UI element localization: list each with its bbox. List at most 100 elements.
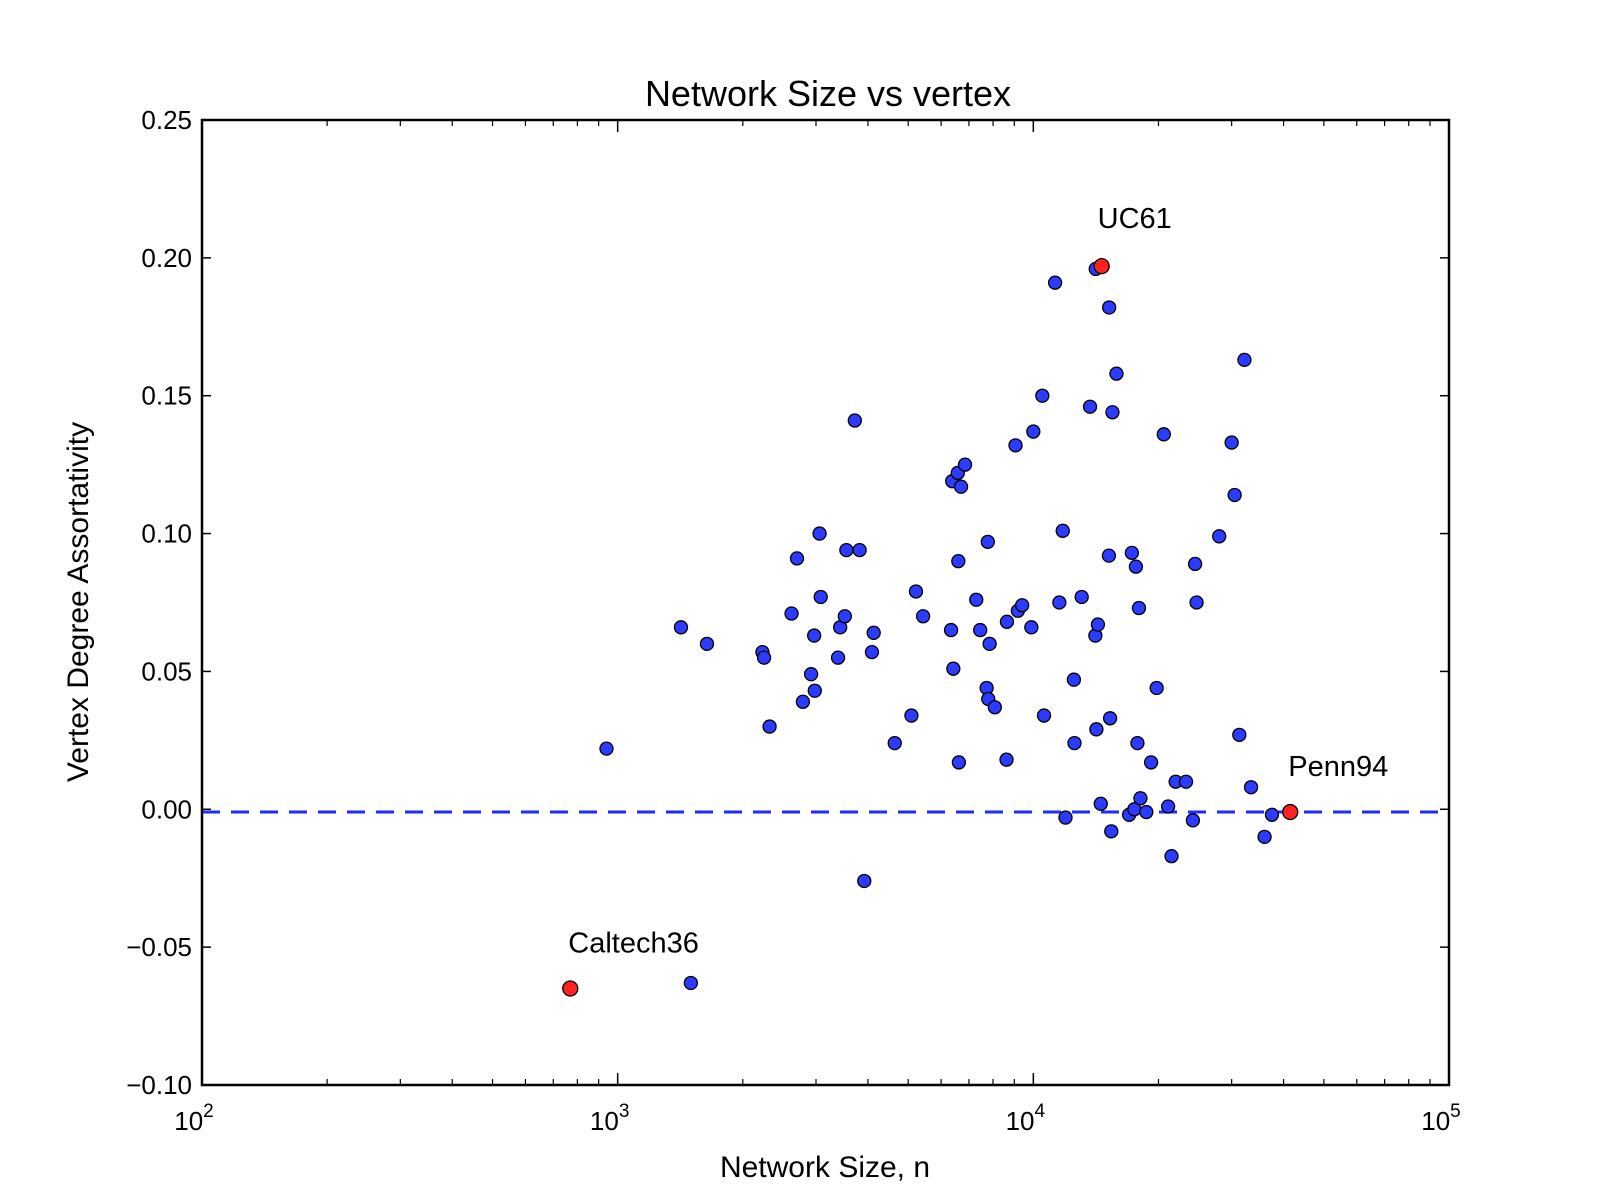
data-point	[1066, 672, 1082, 687]
data-point	[830, 650, 846, 665]
data-point	[1232, 727, 1247, 742]
data-point	[762, 719, 777, 734]
data-point	[813, 589, 828, 605]
highlighted-point	[562, 980, 579, 997]
data-point	[1074, 589, 1089, 605]
data-point	[1093, 796, 1108, 811]
y-tick-label: 0.15	[141, 381, 192, 411]
data-point	[803, 667, 819, 682]
data-point	[839, 542, 854, 558]
data-point	[1104, 824, 1119, 839]
data-point	[1178, 774, 1194, 789]
data-point	[1101, 548, 1117, 563]
data-point	[915, 609, 931, 624]
data-point	[699, 636, 715, 652]
data-point	[847, 413, 862, 428]
data-point	[837, 609, 852, 624]
data-point	[1139, 804, 1154, 820]
data-point	[807, 628, 822, 643]
y-tick-label: 0.00	[141, 794, 192, 824]
data-point	[1130, 735, 1145, 751]
data-point	[1102, 300, 1117, 315]
data-point	[1149, 680, 1164, 696]
data-point	[1035, 388, 1050, 403]
data-point	[1055, 523, 1070, 538]
data-point	[1105, 405, 1120, 420]
data-point	[943, 622, 959, 638]
x-tick-label: 104	[1006, 1101, 1046, 1136]
data-point	[908, 584, 924, 599]
x-tick-label: 102	[174, 1101, 214, 1136]
data-point	[683, 975, 699, 991]
data-point	[1036, 708, 1052, 723]
data-point	[1156, 427, 1171, 442]
data-point	[1024, 620, 1039, 635]
data-point	[1082, 399, 1098, 414]
data-point	[1164, 849, 1179, 864]
data-point	[1189, 595, 1204, 610]
x-tick-label: 103	[590, 1101, 630, 1136]
data-point	[866, 625, 881, 640]
data-points	[599, 261, 1280, 991]
y-axis-title: Vertex Degree Assortativity	[62, 422, 95, 782]
y-tick-label: 0.25	[141, 105, 192, 135]
y-tick-label: 0.20	[141, 243, 192, 273]
data-point	[1128, 559, 1144, 574]
data-point	[973, 622, 988, 638]
data-point	[784, 606, 799, 621]
data-point	[1008, 438, 1023, 453]
data-point	[1067, 735, 1082, 751]
data-point	[673, 620, 689, 635]
data-point	[812, 526, 827, 541]
plot-frame	[200, 118, 1451, 1087]
data-point	[946, 661, 961, 676]
point-annotation: Caltech36	[568, 928, 699, 960]
highlighted-points: UC61 Penn94 Caltech36	[562, 203, 1388, 997]
data-point	[953, 479, 969, 494]
data-point	[599, 741, 614, 756]
data-point	[795, 694, 811, 709]
data-point	[1237, 352, 1252, 368]
data-point	[1089, 722, 1104, 737]
data-point	[1026, 424, 1041, 439]
point-annotation: UC61	[1098, 203, 1172, 235]
data-point	[756, 650, 772, 665]
data-point	[1160, 799, 1176, 814]
y-tick-label: −0.10	[126, 1070, 192, 1100]
data-point	[864, 644, 880, 660]
y-tick-label: 0.10	[141, 519, 192, 549]
data-point	[1109, 366, 1124, 381]
data-point	[1131, 600, 1147, 616]
data-point	[1047, 275, 1063, 290]
data-point	[1015, 598, 1030, 613]
data-point	[1212, 529, 1227, 544]
data-point	[857, 873, 872, 889]
highlighted-point	[1282, 803, 1299, 821]
data-point	[1143, 755, 1159, 770]
x-tick-label: 105	[1421, 1101, 1461, 1136]
data-point	[1090, 617, 1106, 632]
data-point	[1058, 810, 1073, 825]
data-point	[1224, 435, 1239, 450]
data-point	[1185, 813, 1201, 828]
data-point	[807, 683, 822, 698]
y-tick-label: −0.05	[126, 932, 192, 962]
data-point	[1243, 780, 1259, 795]
data-point	[1257, 829, 1272, 845]
data-point	[999, 752, 1014, 767]
highlighted-point	[1093, 257, 1110, 275]
data-point	[951, 553, 966, 569]
point-annotation: Penn94	[1288, 751, 1388, 783]
data-point	[982, 636, 997, 652]
data-point	[999, 614, 1015, 629]
data-point	[980, 534, 995, 549]
data-point	[951, 755, 967, 770]
data-point	[1124, 545, 1140, 561]
y-tick-label: 0.05	[141, 656, 192, 686]
data-point	[987, 700, 1002, 715]
data-point	[1187, 556, 1203, 572]
chart-title: Network Size vs vertex	[645, 73, 1011, 114]
data-point	[789, 551, 805, 566]
